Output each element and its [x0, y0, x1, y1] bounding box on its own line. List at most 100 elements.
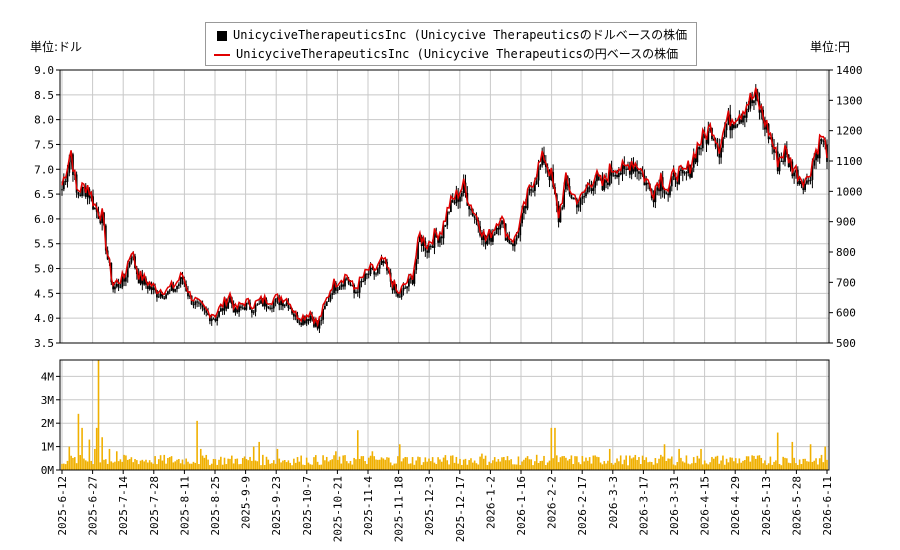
volume-bar	[493, 457, 496, 470]
volume-bar	[508, 460, 511, 470]
candle-body	[734, 125, 737, 128]
candle-body	[150, 286, 153, 291]
candle-body	[126, 266, 129, 278]
volume-bar	[94, 448, 96, 470]
candle-body	[760, 109, 763, 113]
volume-bar	[784, 457, 786, 470]
x-tick-label: 2025-10-7	[301, 476, 314, 536]
volume-bar	[90, 460, 93, 470]
volume-bar	[198, 464, 200, 470]
volume-bar	[442, 457, 445, 470]
x-tick-label: 2026-3-17	[637, 476, 650, 536]
volume-bar	[81, 427, 83, 470]
volume-bar	[240, 463, 242, 470]
x-tick-label: 2025-11-4	[362, 476, 375, 536]
volume-bar	[658, 458, 660, 470]
volume-bar	[176, 459, 178, 470]
y-left-tick-label: 4.0	[34, 312, 54, 325]
volume-bar	[811, 461, 814, 470]
volume-bar	[225, 464, 228, 470]
volume-bar	[178, 459, 180, 470]
volume-bar	[608, 448, 611, 470]
candle-body	[784, 149, 786, 162]
candle-body	[526, 193, 529, 209]
volume-bar	[395, 463, 397, 470]
volume-bar	[565, 457, 567, 470]
x-tick-label: 2025-9-23	[270, 476, 283, 536]
volume-bar	[689, 464, 691, 470]
volume-bar	[599, 462, 602, 470]
volume-bar	[318, 464, 321, 470]
volume-bar	[415, 460, 418, 470]
candle-body	[811, 165, 814, 180]
volume-bar	[378, 459, 381, 470]
candle-body	[592, 187, 595, 192]
candle-body	[426, 250, 429, 253]
volume-bar	[506, 456, 509, 470]
volume-bar	[817, 464, 819, 470]
volume-bar	[629, 455, 631, 470]
volume-bar	[767, 463, 770, 470]
volume-bar	[163, 454, 166, 470]
candle-body	[227, 302, 230, 309]
volume-bar	[791, 441, 794, 470]
volume-bar	[289, 462, 292, 470]
candle-body	[690, 167, 693, 178]
volume-bar	[105, 459, 107, 470]
volume-bar	[77, 413, 80, 470]
candle-body	[596, 174, 598, 182]
candle-body	[782, 160, 785, 162]
jpy-price-line	[61, 87, 828, 328]
candle-body	[201, 305, 204, 308]
volume-bar	[718, 463, 721, 470]
candle-body	[263, 299, 266, 307]
candle-body	[491, 235, 494, 242]
candle-body	[663, 189, 666, 194]
candle-body	[307, 319, 310, 321]
volume-bar	[221, 464, 224, 470]
volume-bar	[775, 460, 777, 470]
candle-body	[473, 216, 476, 218]
candle-body	[101, 212, 104, 224]
candle-body	[747, 108, 750, 110]
candle-body	[669, 186, 671, 196]
volume-bar	[428, 458, 430, 470]
volume-bar	[165, 463, 167, 470]
candle-body	[444, 225, 447, 227]
candle-body	[806, 180, 808, 184]
volume-bar	[324, 460, 326, 470]
volume-bar	[632, 457, 635, 470]
volume-bar	[818, 458, 821, 470]
volume-bar	[336, 459, 339, 470]
volume-bar	[473, 460, 476, 470]
candle-body	[535, 180, 538, 185]
volume-y-tick-label: 4M	[41, 370, 55, 383]
volume-bar	[793, 457, 795, 470]
candle-body	[813, 160, 816, 166]
candle-body	[422, 241, 425, 247]
volume-bar	[114, 461, 116, 470]
candle-body	[608, 167, 611, 185]
candle-body	[634, 167, 637, 172]
candle-body	[280, 300, 282, 306]
candle-body	[417, 242, 419, 260]
candle-body	[289, 307, 292, 309]
candle-body	[462, 182, 465, 193]
candle-body	[93, 208, 96, 210]
volume-bar	[141, 459, 144, 470]
candle-body	[621, 164, 624, 175]
volume-bar	[566, 460, 569, 470]
volume-bar	[179, 463, 182, 470]
legend: UnicyciveTherapeuticsInc (Unicycive Ther…	[205, 22, 697, 66]
y-left-tick-label: 9.0	[34, 64, 54, 77]
volume-bar	[596, 456, 598, 470]
candle-body	[218, 311, 220, 317]
candle-body	[623, 164, 626, 169]
volume-bar	[367, 457, 370, 470]
volume-bar	[563, 456, 565, 470]
candle-body	[798, 180, 801, 185]
volume-bar	[68, 446, 71, 470]
volume-bar	[417, 456, 419, 470]
volume-bar	[413, 464, 416, 470]
volume-bar	[753, 455, 755, 470]
